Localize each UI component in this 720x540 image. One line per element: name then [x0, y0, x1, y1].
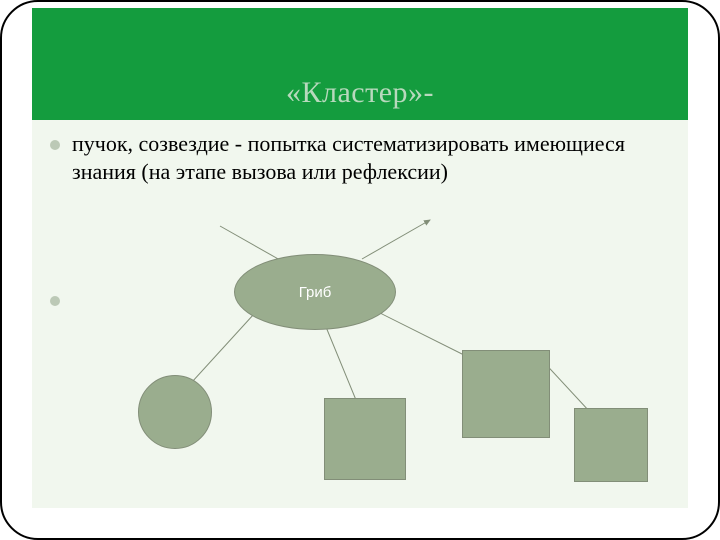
title-band: «Кластер»-: [32, 8, 688, 120]
bullet-row-2: [50, 286, 72, 306]
child-square: [574, 408, 648, 482]
connector-line: [362, 220, 430, 259]
child-square: [324, 398, 406, 480]
bullet-text-1: пучок, созвездие - попытка систематизиро…: [72, 130, 668, 186]
child-circle: [138, 375, 212, 449]
connector-line: [540, 358, 590, 412]
connector-line: [192, 314, 254, 382]
center-ellipse-label: Гриб: [299, 284, 332, 301]
connector-line: [378, 312, 470, 358]
connector-line: [326, 327, 356, 400]
slide-frame: «Кластер»- пучок, созвездие - попытка си…: [0, 0, 720, 540]
bullet-dot-icon: [50, 296, 60, 306]
bullet-row-1: пучок, созвездие - попытка систематизиро…: [50, 130, 668, 186]
connector-line: [220, 226, 280, 260]
slide-title: «Кластер»-: [286, 76, 434, 120]
content-area: «Кластер»- пучок, созвездие - попытка си…: [32, 8, 688, 508]
center-ellipse: Гриб: [234, 254, 396, 330]
bullet-dot-icon: [50, 140, 60, 150]
child-square: [462, 350, 550, 438]
